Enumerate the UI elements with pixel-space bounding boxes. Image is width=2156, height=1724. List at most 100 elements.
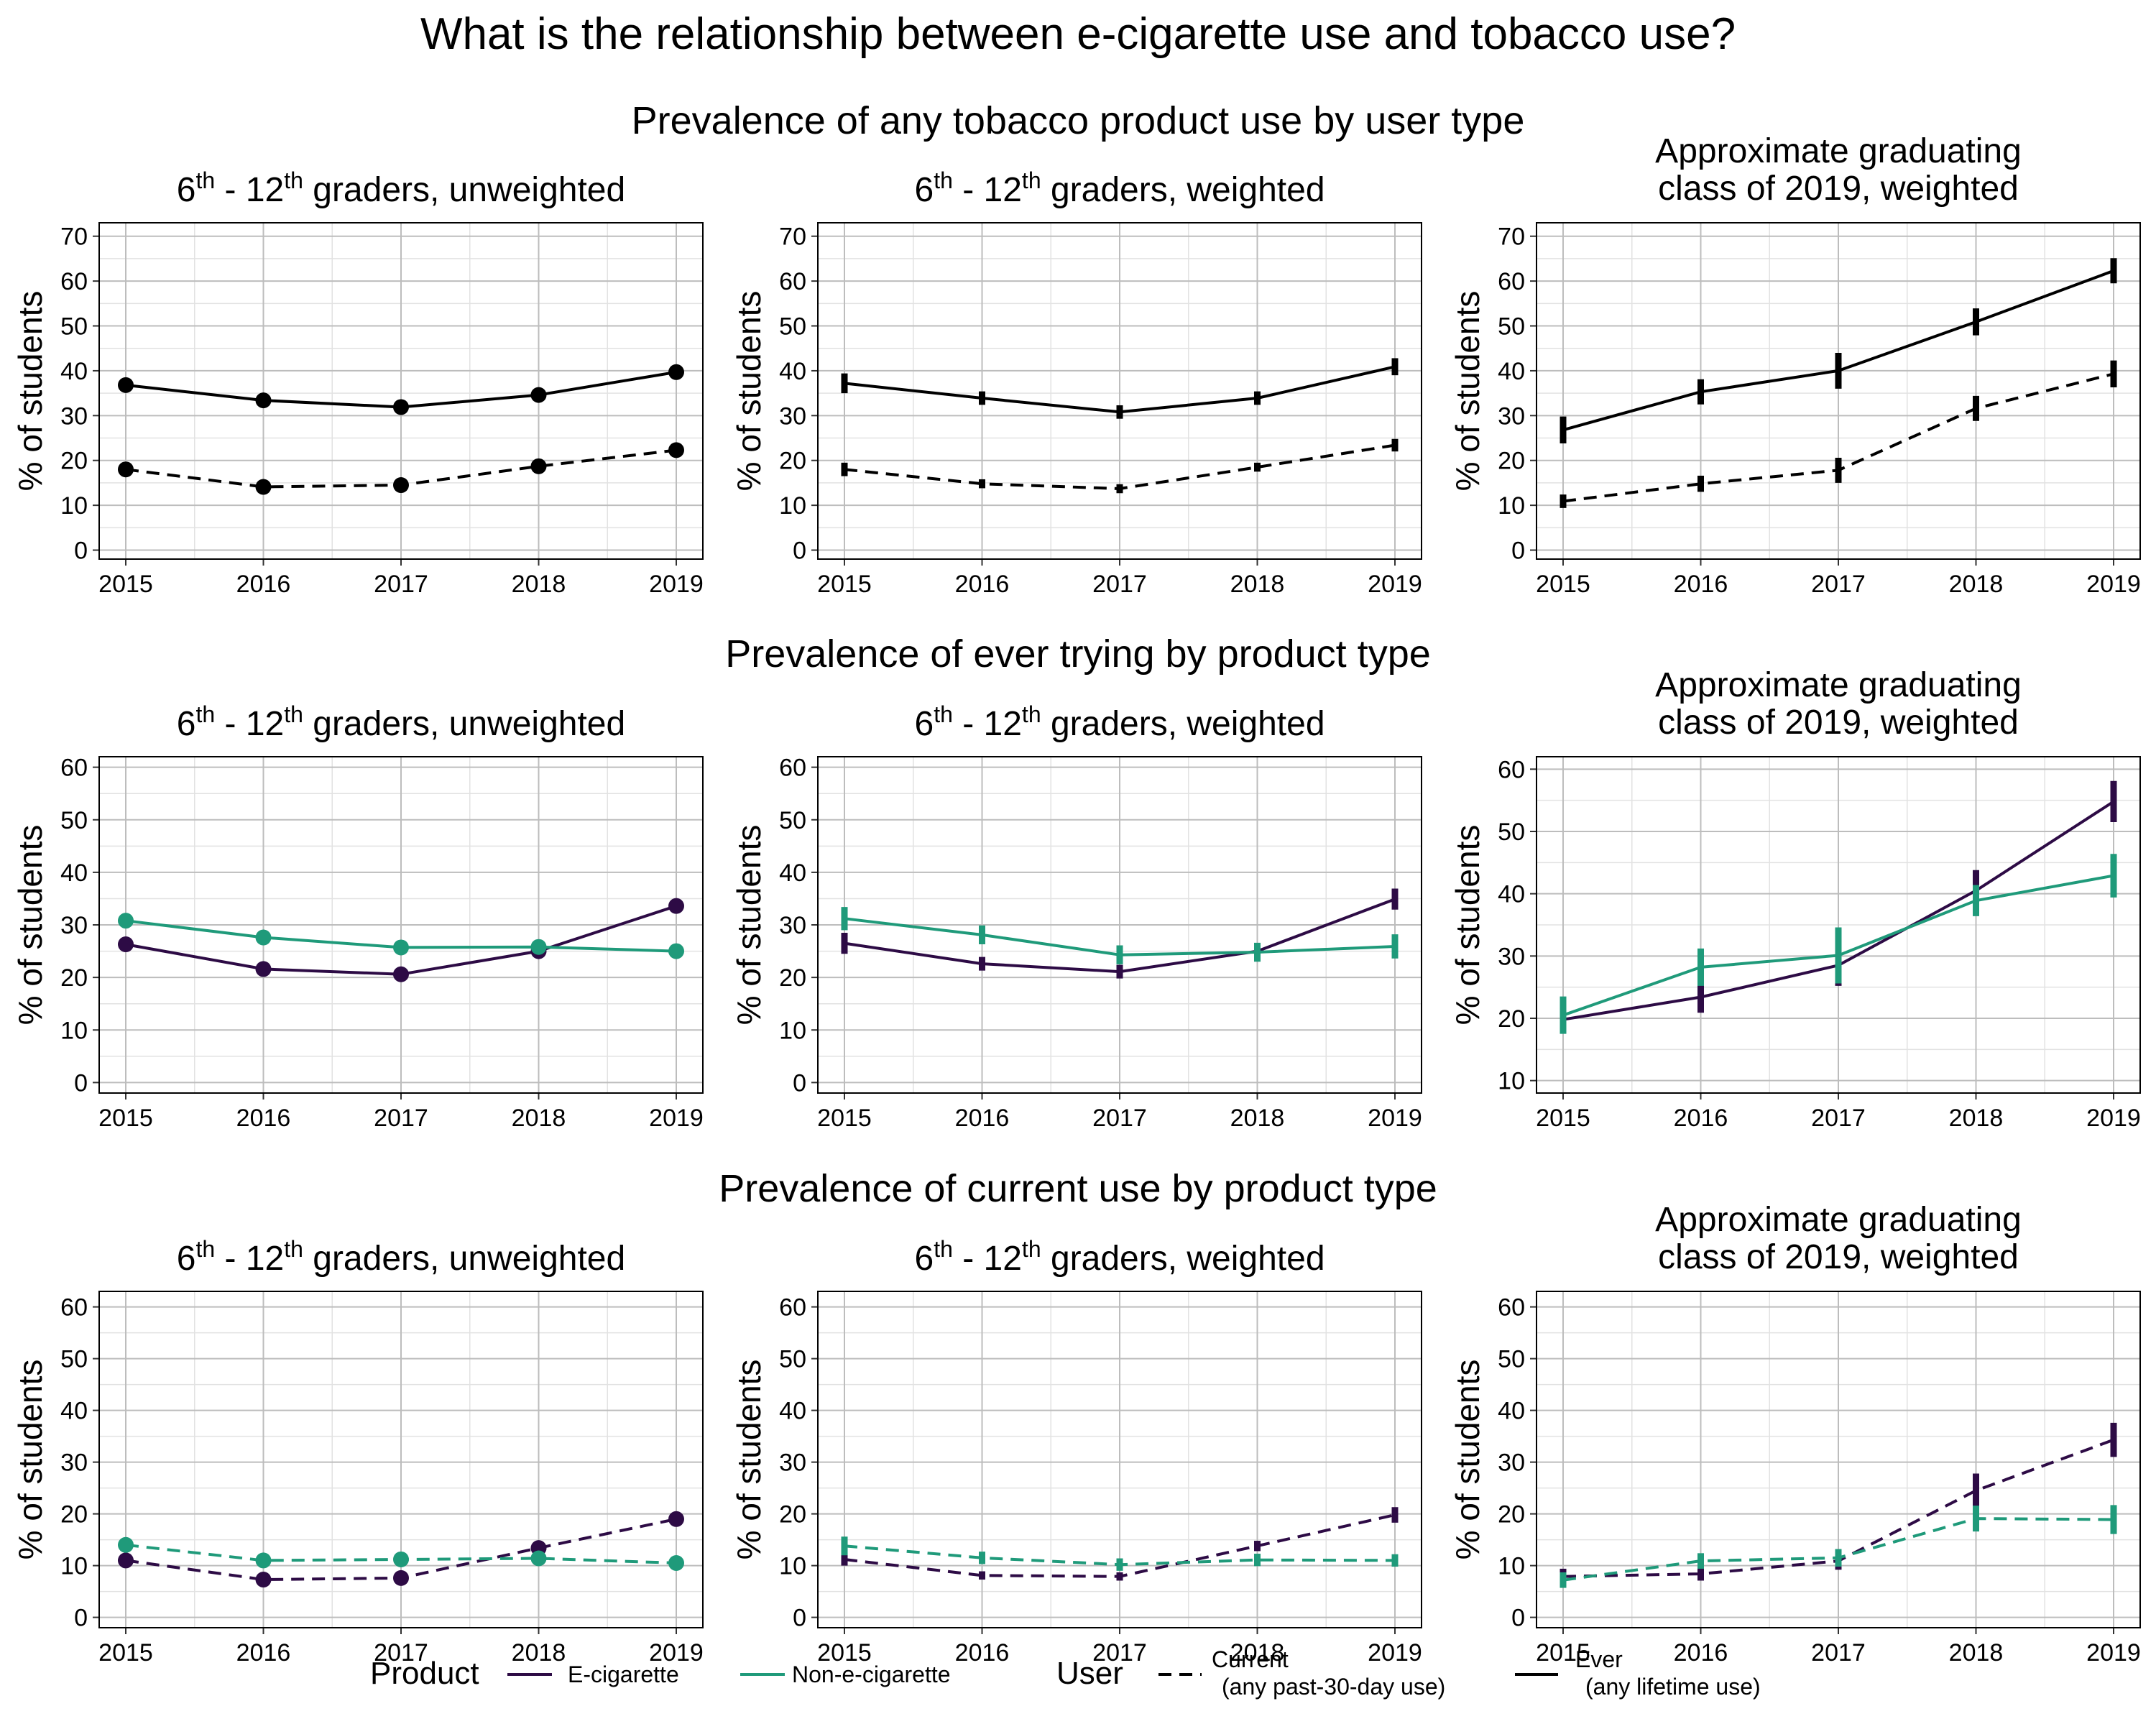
title-part: 6 xyxy=(914,1240,934,1278)
y-tick-label: 20 xyxy=(1498,1005,1525,1033)
y-axis-label: % of students xyxy=(1449,1360,1486,1560)
y-tick-label: 40 xyxy=(779,358,806,385)
data-point xyxy=(118,461,134,478)
y-tick-label: 50 xyxy=(1498,313,1525,341)
y-tick-label: 50 xyxy=(779,807,806,834)
y-tick-label: 30 xyxy=(1498,1449,1525,1477)
x-tick-label: 2016 xyxy=(236,571,291,598)
y-tick-label: 50 xyxy=(1498,819,1525,846)
y-tick-label: 20 xyxy=(779,1501,806,1529)
panel-title-line1: Approximate graduating xyxy=(1655,1201,2022,1239)
title-superscript: th xyxy=(934,167,953,193)
title-part: - 12 xyxy=(953,1240,1022,1278)
x-tick-label: 2017 xyxy=(1811,1639,1866,1667)
panel-frame xyxy=(817,222,1422,560)
y-tick-label: 0 xyxy=(74,1605,88,1632)
panel-title: 6th - 12th graders, unweighted xyxy=(177,701,625,743)
y-axis-label: % of students xyxy=(1449,825,1486,1025)
x-tick-label: 2017 xyxy=(1092,1105,1147,1132)
data-point xyxy=(668,1511,684,1527)
panel: 2015 2016 2017 2018 2019 0 10 20 30 40 50 60 70 % of … xyxy=(11,167,704,598)
data-point xyxy=(668,1555,684,1571)
x-tick-label: 2018 xyxy=(1230,571,1285,598)
panel-title-line2: class of 2019, weighted xyxy=(1658,1238,2019,1276)
y-tick-label: 10 xyxy=(60,1017,88,1044)
y-tick-label: 30 xyxy=(1498,402,1525,430)
data-point xyxy=(255,1572,272,1588)
x-tick-label: 2015 xyxy=(1536,1639,1590,1667)
x-tick-label: 2018 xyxy=(1949,571,2004,598)
title-part: graders, unweighted xyxy=(303,171,625,209)
title-superscript: th xyxy=(195,167,215,193)
x-tick-label: 2016 xyxy=(1674,1639,1728,1667)
y-axis-label: % of students xyxy=(730,825,768,1025)
title-part: - 12 xyxy=(215,705,284,743)
main-title: What is the relationship between e-cigar… xyxy=(420,9,1736,59)
x-tick-label: 2015 xyxy=(98,1105,153,1132)
panel-frame xyxy=(1536,756,2141,1094)
y-axis-label: % of students xyxy=(730,291,768,492)
title-superscript: th xyxy=(284,701,303,727)
y-tick-label: 20 xyxy=(60,448,88,475)
data-point xyxy=(118,936,134,953)
y-tick-label: 0 xyxy=(793,1069,806,1097)
data-point xyxy=(255,929,272,946)
y-tick-label: 60 xyxy=(1498,1294,1525,1322)
title-superscript: th xyxy=(1022,167,1041,193)
y-tick-label: 60 xyxy=(779,268,806,295)
data-point xyxy=(255,392,272,409)
x-tick-label: 2019 xyxy=(2086,1105,2141,1132)
y-tick-label: 20 xyxy=(60,964,88,992)
y-tick-label: 50 xyxy=(60,1346,88,1373)
legend-label-ecig: E-cigarette xyxy=(568,1661,679,1687)
title-part: 6 xyxy=(177,705,196,743)
title-superscript: th xyxy=(195,701,215,727)
y-tick-label: 0 xyxy=(74,538,88,565)
title-part: 6 xyxy=(914,705,934,743)
x-tick-label: 2019 xyxy=(1368,1639,1422,1667)
title-part: 6 xyxy=(914,171,934,209)
x-tick-label: 2019 xyxy=(649,1639,704,1667)
y-tick-label: 60 xyxy=(779,1294,806,1322)
panel-title-line1: Approximate graduating xyxy=(1655,132,2022,170)
panel: 2015 2016 2017 2018 2019 0 10 20 30 40 50 60 % of st… xyxy=(11,1236,704,1667)
y-tick-label: 70 xyxy=(779,223,806,251)
panel: 2015 2016 2017 2018 2019 0 10 20 30 40 50 60 70 % of … xyxy=(730,167,1422,598)
x-tick-label: 2016 xyxy=(236,1639,291,1667)
data-point xyxy=(530,939,547,955)
panel-frame xyxy=(98,222,704,560)
y-tick-label: 0 xyxy=(1511,538,1525,565)
title-part: graders, weighted xyxy=(1041,705,1325,743)
x-tick-label: 2018 xyxy=(1230,1105,1285,1132)
panel: 2015 2016 2017 2018 2019 0 10 20 30 40 50 60 % of st… xyxy=(730,1236,1422,1667)
x-tick-label: 2017 xyxy=(1811,1105,1866,1132)
x-tick-label: 2015 xyxy=(817,571,872,598)
data-point xyxy=(393,966,409,982)
title-part: - 12 xyxy=(215,1240,284,1278)
panel: 2015 2016 2017 2018 2019 0 10 20 30 40 50 60 70 % of … xyxy=(1449,132,2141,598)
x-tick-label: 2015 xyxy=(98,571,153,598)
x-tick-label: 2018 xyxy=(1230,1639,1285,1667)
panel-frame xyxy=(817,756,1422,1094)
panel-frame xyxy=(98,756,704,1094)
y-tick-label: 30 xyxy=(60,1449,88,1477)
legend: Product E-cigarette Non-e-cigarette User Cur… xyxy=(370,1646,1761,1700)
y-tick-label: 40 xyxy=(779,1398,806,1425)
x-tick-label: 2019 xyxy=(1368,571,1422,598)
y-tick-label: 50 xyxy=(60,313,88,341)
x-tick-label: 2015 xyxy=(98,1639,153,1667)
title-superscript: th xyxy=(284,167,303,193)
x-tick-label: 2019 xyxy=(1368,1105,1422,1132)
x-tick-label: 2016 xyxy=(236,1105,291,1132)
data-point xyxy=(118,1552,134,1569)
y-tick-label: 60 xyxy=(60,268,88,295)
data-point xyxy=(393,939,409,956)
y-tick-label: 30 xyxy=(779,1449,806,1477)
y-tick-label: 10 xyxy=(60,1553,88,1580)
data-point xyxy=(668,898,684,914)
y-tick-label: 30 xyxy=(60,912,88,939)
x-tick-label: 2018 xyxy=(1949,1639,2004,1667)
panel-title: 6th - 12th graders, unweighted xyxy=(177,167,625,209)
y-tick-label: 10 xyxy=(60,492,88,520)
panel-frame xyxy=(1536,222,2141,560)
